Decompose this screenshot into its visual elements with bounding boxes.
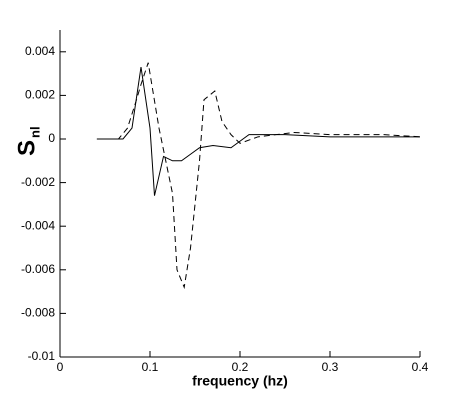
x-axis-label: frequency (hz): [192, 373, 288, 389]
y-axis-label: S: [13, 140, 40, 156]
y-tick-label: 0.002: [25, 88, 55, 102]
y-tick-label: -0.002: [21, 175, 55, 189]
y-tick-label: -0.004: [21, 218, 55, 232]
y-axis-label-subscript: nl: [27, 126, 42, 138]
x-tick-label: 0: [57, 360, 64, 374]
x-tick-label: 0.4: [412, 360, 429, 374]
x-tick-label: 0.2: [232, 360, 249, 374]
y-tick-label: -0.01: [28, 349, 56, 363]
x-tick-label: 0.1: [142, 360, 159, 374]
y-tick-label: -0.008: [21, 306, 55, 320]
y-tick-label: 0.004: [25, 44, 55, 58]
series-line: [96, 66, 420, 196]
x-tick-label: 0.3: [322, 360, 339, 374]
y-tick-label: -0.006: [21, 262, 55, 276]
series-line: [96, 62, 421, 290]
y-axis-label-group: S nl: [13, 126, 42, 156]
y-tick-label: 0: [48, 131, 55, 145]
